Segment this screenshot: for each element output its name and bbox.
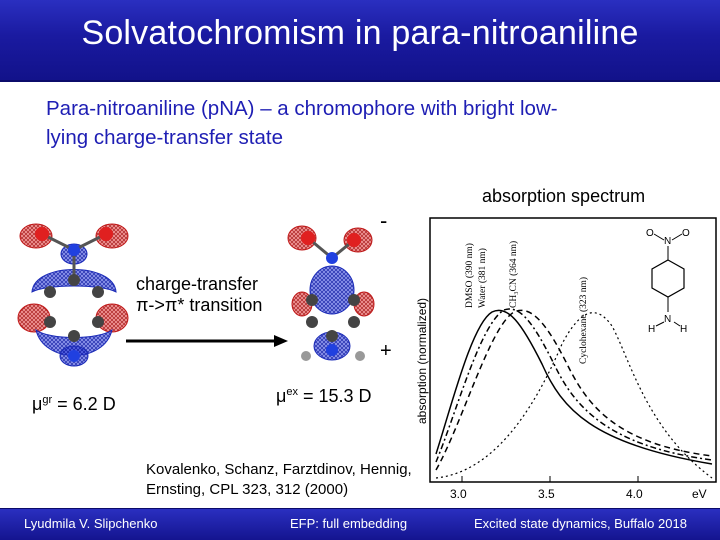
slide-subtitle: Para-nitroaniline (pNA) – a chromophore … xyxy=(46,94,686,152)
spectrum-frame xyxy=(429,217,717,483)
ground-dipole: μgr = 6.2 D xyxy=(32,394,116,415)
footer-event: Excited state dynamics, Buffalo 2018 xyxy=(474,516,687,531)
ct-line-2: π->π* transition xyxy=(136,295,263,315)
ring-lobe-lower xyxy=(35,328,113,356)
ground-state-orbital-image xyxy=(17,223,129,367)
reference-line-2: Ernsting, CPL 323, 312 (2000) xyxy=(146,481,349,498)
plus-sign: + xyxy=(380,340,392,362)
curve-dmso xyxy=(435,309,713,465)
inset-o-minus: O xyxy=(682,228,690,239)
subtitle-line-2: lying charge-transfer state xyxy=(46,126,284,149)
x-unit: eV xyxy=(692,487,707,501)
excited-state-orbital-image xyxy=(287,225,375,361)
mu-ex-sup: ex xyxy=(286,386,298,398)
x-tick-3-5: 3.5 xyxy=(538,487,555,501)
title-bar: Solvatochromism in para-nitroaniline xyxy=(0,0,720,82)
peak-label-cyclohexane: Cyclohexane (323 nm) xyxy=(578,277,589,364)
molecule-structure-inset: O N O H N H xyxy=(646,228,690,335)
minus-sign: - xyxy=(380,208,388,233)
x-tick-4-0: 4.0 xyxy=(626,487,643,501)
peak-label-dmso: DMSO (390 nm) xyxy=(464,243,475,308)
mu-ex-value: = 15.3 D xyxy=(298,386,372,406)
peak-label-ch3cn: CH₃CN (364 nm) xyxy=(508,241,519,308)
excited-dipole: μex = 15.3 D xyxy=(276,386,372,407)
peak-label-water: Water (381 nm) xyxy=(477,248,488,308)
inset-h-right: H xyxy=(680,324,687,335)
curve-cyclohexane xyxy=(435,312,713,479)
ring-lobe-left xyxy=(17,303,51,333)
x-tick-3-0: 3.0 xyxy=(450,487,467,501)
absorption-spectrum-figure: absorption (normalized) 3.0 3.5 4.0 eV D… xyxy=(415,217,717,501)
transition-arrow xyxy=(126,335,288,347)
inset-n-plus: N xyxy=(664,236,671,247)
ct-line-1: charge-transfer xyxy=(136,274,259,294)
inset-n-bottom: N xyxy=(664,314,671,325)
reference-line-1: Kovalenko, Schanz, Farztdinov, Hennig, xyxy=(146,461,412,478)
inset-h-left: H xyxy=(648,324,655,335)
mu-gr-value: = 6.2 D xyxy=(52,394,116,414)
mu-gr-sup: gr xyxy=(42,394,53,406)
ex-center-lobe xyxy=(309,265,355,315)
slide-title: Solvatochromism in para-nitroaniline xyxy=(81,14,639,52)
mu-gr-symbol: μ xyxy=(32,394,43,414)
footer-topic: EFP: full embedding xyxy=(290,516,408,531)
spectrum-y-axis-label: absorption (normalized) xyxy=(415,298,429,424)
mu-ex-symbol: μ xyxy=(276,386,287,406)
charge-transfer-label: charge-transfer π->π* transition xyxy=(136,274,262,316)
footer-author: Lyudmila V. Slipchenko xyxy=(24,516,158,531)
inset-o-top: O xyxy=(646,228,654,239)
curve-water xyxy=(435,308,713,463)
subtitle-line-1: Para-nitroaniline (pNA) – a chromophore … xyxy=(46,97,558,120)
footer-bar: Lyudmila V. Slipchenko EFP: full embeddi… xyxy=(0,508,720,540)
reference-citation: Kovalenko, Schanz, Farztdinov, Hennig, E… xyxy=(146,460,412,500)
absorption-spectrum-label: absorption spectrum xyxy=(482,186,646,206)
